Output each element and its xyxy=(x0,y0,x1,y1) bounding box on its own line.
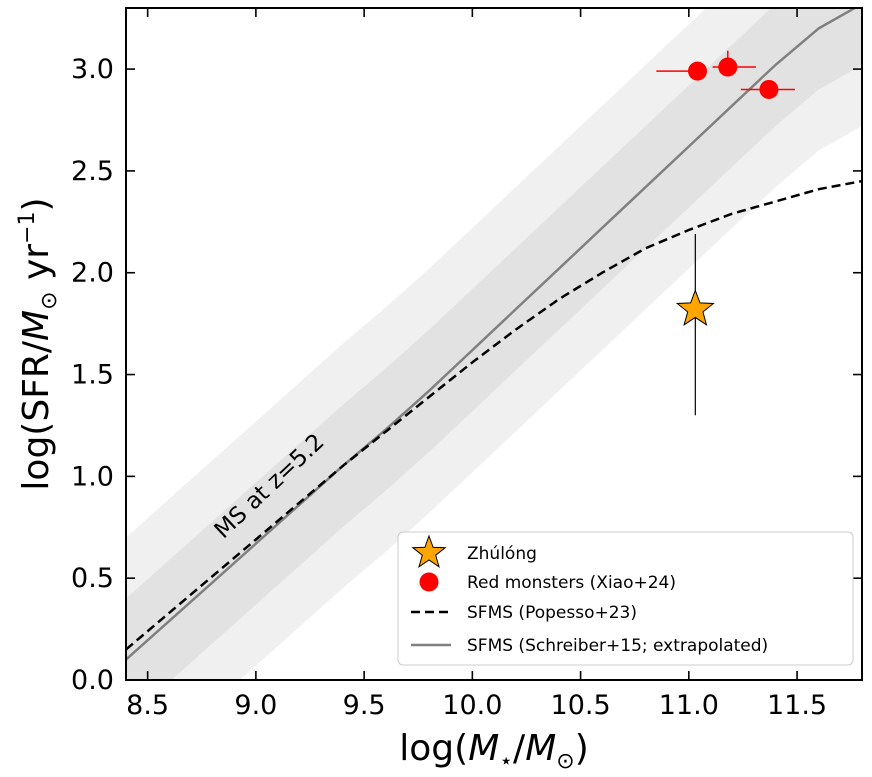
legend-label-2: SFMS (Popesso+23) xyxy=(467,603,637,623)
legend: Zhúlóng Red monsters (Xiao+24) SFMS (Popes… xyxy=(397,531,854,666)
red-monster-point-2 xyxy=(759,79,779,99)
legend-label-1: Red monsters (Xiao+24) xyxy=(467,573,676,593)
tick-layer: 8.5 9.0 9.5 10.0 10.5 11.0 11.5 0.0 0.5 1.0 1.5 2.0… xyxy=(71,8,862,721)
line-layer xyxy=(126,8,862,661)
red-monster-point-1 xyxy=(718,57,738,77)
legend-label-3: SFMS (Schreiber+15; extrapolated) xyxy=(467,636,768,656)
x-axis-label: log(M⋆/M⊙) xyxy=(399,728,588,774)
legend-marker-circle xyxy=(419,572,439,592)
legend-label-0: Zhúlóng xyxy=(467,544,537,564)
point-layer xyxy=(656,50,795,416)
x-tick-label-3: 10.0 xyxy=(442,690,502,721)
legend-marker-star xyxy=(411,534,447,568)
y-tick-label-2: 1.0 xyxy=(71,461,114,492)
y-tick-label-6: 3.0 xyxy=(71,54,114,85)
x-tick-label-0: 8.5 xyxy=(126,690,169,721)
y-tick-label-4: 2.0 xyxy=(71,258,114,289)
y-tick-label-3: 1.5 xyxy=(71,360,114,391)
zhulong-star-point xyxy=(675,288,715,326)
sfms-band-inner xyxy=(126,8,862,680)
x-tick-label-5: 11.0 xyxy=(659,690,719,721)
red-monster-point-0 xyxy=(687,61,707,81)
y-tick-label-5: 2.5 xyxy=(71,156,114,187)
schreiber-line xyxy=(126,8,858,661)
x-tick-label-6: 11.5 xyxy=(767,690,827,721)
x-tick-label-4: 10.5 xyxy=(551,690,611,721)
band-layer xyxy=(126,8,862,680)
y-tick-label-0: 0.0 xyxy=(71,665,114,696)
plot-frame xyxy=(125,7,863,681)
legend-box xyxy=(397,531,854,666)
y-tick-label-1: 0.5 xyxy=(71,563,114,594)
popesso-line xyxy=(126,179,862,651)
y-axis-label: log(SFR/M⊙ yr−1) xyxy=(15,197,62,490)
x-tick-label-2: 9.5 xyxy=(343,690,386,721)
x-tick-label-1: 9.0 xyxy=(234,690,277,721)
